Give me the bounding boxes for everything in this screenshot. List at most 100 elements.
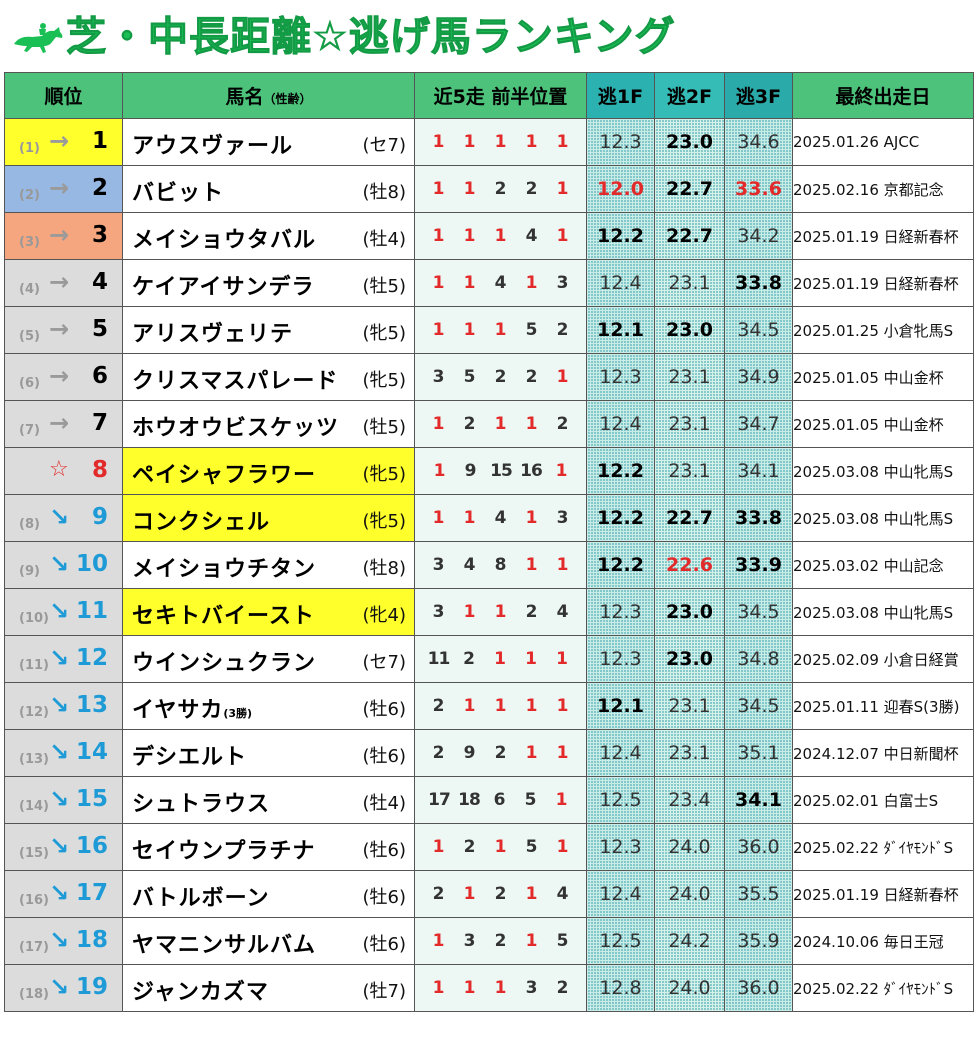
header-row: 順位 馬名（性齢） 近5走 前半位置 逃1F 逃2F 逃3F 最終出走日: [4, 72, 974, 119]
position-value: 4: [463, 555, 476, 575]
col-f2: 逃2F: [654, 72, 725, 119]
sex-age: (牝4): [362, 605, 407, 626]
previous-rank: (1): [19, 141, 40, 156]
position-value: 1: [494, 649, 506, 669]
position-value: 17: [428, 790, 451, 810]
split-1f: 12.2: [597, 225, 644, 247]
split-1f: 12.5: [599, 789, 642, 811]
last-race-cell: 2025.03.02 中山記念: [792, 541, 974, 589]
split-2f: 23.1: [668, 695, 711, 717]
split-2f-cell: 24.0: [654, 823, 725, 871]
split-1f-cell: 12.2: [586, 494, 655, 542]
last-race-cell: 2025.01.19 日経新春杯: [792, 212, 974, 260]
last-race-cell: 2025.01.11 迎春S(3勝): [792, 682, 974, 730]
col-f1: 逃1F: [586, 72, 655, 119]
split-3f-cell: 33.8: [724, 494, 793, 542]
rank-cell: (7) → 7: [4, 400, 123, 448]
rank-number: 4: [91, 269, 108, 295]
split-3f: 33.6: [735, 178, 782, 200]
split-2f-cell: 23.1: [654, 447, 725, 495]
split-1f-cell: 12.3: [586, 823, 655, 871]
split-3f: 34.7: [737, 413, 780, 435]
horse-name: クリスマスパレード: [132, 363, 338, 395]
position-value: 1: [556, 179, 569, 199]
position-value: 1: [463, 602, 476, 622]
position-value: 1: [556, 649, 568, 669]
horse-cell: クリスマスパレード (牝5): [122, 353, 415, 401]
horse-name: ヤマニンサルバム: [132, 927, 316, 959]
horse-name: メイショウチタン: [132, 551, 316, 583]
position-value: 1: [555, 790, 568, 810]
previous-rank: (10): [19, 611, 49, 626]
position-value: 2: [432, 884, 445, 904]
split-1f-cell: 12.2: [586, 212, 655, 260]
split-3f-cell: 33.9: [724, 541, 793, 589]
split-3f: 33.8: [735, 272, 782, 294]
position-value: 5: [556, 931, 569, 951]
position-value: 4: [556, 884, 569, 904]
split-2f: 22.7: [666, 507, 713, 529]
table-row: (1) → 1 アウスヴァール (セ7) 1 1 1 1 1 12.3 23.0 34.6 2025.01…: [4, 118, 974, 166]
horse-name-text: セイウンプラチナ: [132, 839, 316, 864]
horse-cell: ウインシュクラン (セ7): [122, 635, 415, 683]
rank-number: 6: [91, 363, 108, 389]
position-value: 5: [525, 837, 538, 857]
position-value: 5: [524, 790, 537, 810]
position-value: 1: [463, 978, 476, 998]
position-value: 2: [494, 884, 507, 904]
position-value: 4: [494, 508, 507, 528]
rank-number: 5: [91, 316, 108, 342]
previous-rank: (9): [19, 564, 40, 579]
split-2f-cell: 23.1: [654, 400, 725, 448]
table-row: (13) ↘ 14 デシエルト (牡6) 2 9 2 1 1 12.4 23.1 35.1 2024.12…: [4, 729, 974, 777]
horse-name: セイウンプラチナ: [132, 833, 315, 865]
rank-cell: (2) → 2: [4, 165, 123, 213]
sex-age: (牡6): [362, 887, 407, 908]
horse-name-text: アリスヴェリテ: [132, 322, 294, 347]
position-value: 2: [494, 179, 507, 199]
split-2f-cell: 22.7: [654, 494, 725, 542]
horse-name: イヤサカ(3勝): [132, 692, 252, 724]
position-value: 1: [432, 931, 445, 951]
rank-number: 16: [75, 833, 108, 859]
rank-number: 3: [91, 222, 108, 248]
horse-name: ホウオウビスケッツ: [132, 410, 339, 442]
position-value: 4: [525, 226, 538, 246]
position-value: 1: [432, 414, 445, 434]
position-value: 3: [432, 555, 445, 575]
trend-down-icon: ↘: [49, 832, 70, 860]
horse-name-text: メイショウタバル: [132, 228, 317, 253]
split-2f-cell: 23.0: [654, 588, 725, 636]
trend-same-icon: →: [49, 315, 70, 343]
previous-rank: (7): [19, 423, 40, 438]
split-2f-cell: 23.1: [654, 259, 725, 307]
split-1f-cell: 12.4: [586, 729, 655, 777]
position-value: 1: [556, 132, 569, 152]
split-1f: 12.8: [599, 977, 642, 999]
sex-age: (牡6): [362, 699, 407, 720]
position-value: 8: [494, 555, 507, 575]
split-2f-cell: 23.0: [654, 635, 725, 683]
split-2f: 23.0: [666, 601, 713, 623]
horse-name-text: クリスマスパレード: [132, 369, 339, 394]
sex-age: (牝5): [362, 323, 407, 344]
position-value: 1: [525, 132, 538, 152]
horse-name: アリスヴェリテ: [132, 316, 293, 348]
position-value: 1: [432, 132, 445, 152]
rank-number: 10: [75, 551, 108, 577]
trend-down-icon: ↘: [49, 550, 70, 578]
split-1f: 12.3: [599, 648, 642, 670]
position-value: 18: [458, 790, 481, 810]
split-3f-cell: 35.5: [724, 870, 793, 918]
position-value: 1: [556, 555, 569, 575]
col-horse-label: 馬名: [225, 86, 264, 108]
split-3f-cell: 34.5: [724, 588, 793, 636]
trend-same-icon: →: [49, 221, 70, 249]
position-value: 1: [525, 555, 538, 575]
rank-number: 12: [75, 645, 108, 671]
trend-down-icon: ↘: [49, 785, 70, 813]
split-2f: 24.0: [668, 977, 711, 999]
position-value: 11: [427, 649, 451, 669]
rank-number: 13: [75, 692, 108, 718]
